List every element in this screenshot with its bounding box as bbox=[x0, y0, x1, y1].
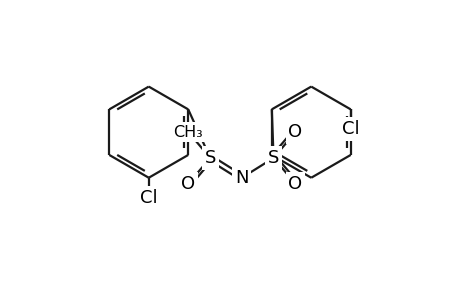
Text: Cl: Cl bbox=[140, 189, 157, 207]
Text: Cl: Cl bbox=[341, 120, 359, 138]
Text: O: O bbox=[181, 175, 195, 193]
Text: S: S bbox=[204, 149, 215, 167]
Text: CH₃: CH₃ bbox=[173, 125, 203, 140]
Text: S: S bbox=[267, 149, 279, 167]
Text: O: O bbox=[288, 175, 302, 193]
Text: N: N bbox=[235, 169, 248, 187]
Text: O: O bbox=[288, 123, 302, 141]
